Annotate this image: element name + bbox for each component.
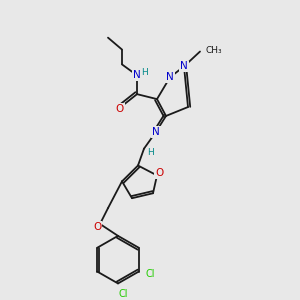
Text: O: O — [155, 168, 163, 178]
Text: O: O — [116, 104, 124, 114]
Text: Cl: Cl — [145, 268, 154, 278]
Text: N: N — [180, 61, 188, 71]
Text: H: H — [147, 148, 153, 157]
Text: H: H — [141, 68, 147, 77]
Text: O: O — [93, 222, 101, 232]
Text: N: N — [152, 127, 160, 137]
Text: CH₃: CH₃ — [206, 46, 223, 55]
Text: N: N — [166, 72, 174, 82]
Text: N: N — [133, 70, 141, 80]
Text: Cl: Cl — [118, 289, 128, 299]
